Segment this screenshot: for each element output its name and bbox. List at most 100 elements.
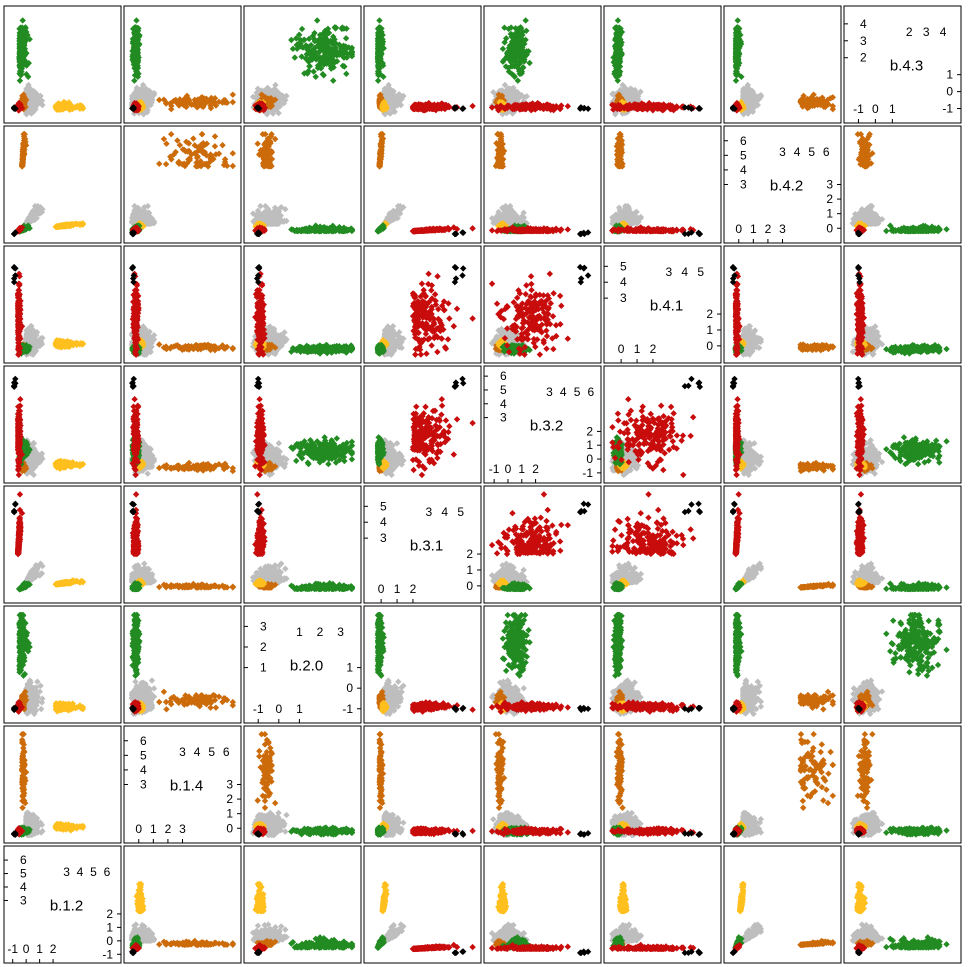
data-point (167, 100, 174, 107)
data-point (17, 31, 25, 38)
data-point (129, 25, 137, 33)
data-point (30, 107, 37, 115)
data-point (16, 77, 24, 84)
data-point (30, 104, 37, 112)
data-point (23, 91, 31, 98)
data-point (512, 29, 520, 37)
data-point (296, 31, 303, 38)
data-point (280, 100, 288, 107)
data-point (130, 93, 137, 101)
data-point (510, 52, 517, 60)
data-point (511, 73, 518, 80)
data-point (389, 88, 397, 95)
data-point (425, 104, 432, 112)
data-point (298, 53, 305, 60)
panel-r0-c3 (363, 5, 482, 124)
data-point (131, 65, 138, 72)
data-point (513, 59, 520, 66)
data-point (135, 41, 143, 49)
data-point (312, 73, 319, 80)
data-point (22, 96, 29, 103)
data-point (374, 41, 382, 49)
data-point (509, 63, 516, 70)
data-point (24, 73, 32, 80)
data-point (502, 63, 510, 70)
panel-r0-c4 (483, 5, 602, 124)
data-point (313, 52, 320, 60)
data-point (336, 50, 343, 57)
data-point (508, 31, 516, 38)
data-point (377, 51, 385, 58)
data-point (267, 103, 274, 111)
data-point (520, 94, 528, 101)
data-point (445, 102, 452, 110)
data-point (134, 103, 142, 111)
data-point (382, 91, 390, 98)
data-point (510, 40, 518, 48)
data-point (300, 36, 307, 44)
data-point (327, 65, 335, 72)
data-point (19, 59, 26, 66)
data-point (435, 102, 442, 110)
data-point (289, 45, 297, 53)
data-point (134, 97, 141, 104)
data-point (343, 54, 351, 61)
data-point (517, 55, 525, 62)
data-point (502, 91, 509, 98)
panel-points (249, 17, 356, 118)
data-point (259, 95, 267, 103)
data-point (275, 109, 282, 117)
data-point (517, 50, 524, 58)
data-point (516, 36, 523, 44)
data-point (313, 17, 321, 24)
data-point (291, 54, 299, 61)
data-point (380, 44, 387, 52)
data-point (317, 55, 325, 62)
data-point (522, 17, 529, 24)
data-point (451, 104, 459, 111)
data-point (148, 92, 156, 100)
data-point (140, 111, 147, 118)
data-point (513, 93, 521, 100)
data-point (516, 59, 524, 66)
data-point (132, 54, 140, 61)
data-point (516, 31, 523, 39)
data-point (375, 68, 382, 75)
data-point (343, 25, 350, 32)
data-point (39, 101, 46, 109)
data-point (134, 27, 142, 35)
data-point (131, 90, 138, 98)
data-point (20, 36, 27, 44)
data-point (79, 105, 87, 112)
data-point (376, 44, 384, 51)
data-point (519, 28, 526, 36)
data-point (501, 81, 509, 89)
data-point (302, 55, 310, 62)
data-point (147, 97, 154, 105)
data-point (28, 100, 35, 107)
data-point (376, 17, 383, 24)
data-point (143, 87, 150, 94)
data-point (28, 110, 35, 117)
data-point (143, 94, 150, 101)
data-point (131, 72, 139, 79)
data-point (129, 56, 136, 64)
data-point (519, 65, 526, 72)
data-point (380, 73, 387, 80)
data-point (138, 88, 146, 95)
data-point (378, 36, 385, 44)
data-point (321, 41, 328, 49)
data-point (318, 59, 325, 66)
data-point (513, 41, 520, 49)
data-point (31, 88, 38, 95)
data-point (412, 101, 420, 108)
data-point (320, 61, 328, 68)
data-point (380, 106, 387, 113)
data-point (37, 92, 44, 100)
data-point (142, 103, 150, 110)
data-point (515, 65, 522, 72)
data-point (314, 42, 322, 49)
panel-r0-c0 (3, 5, 122, 124)
data-point (271, 96, 279, 103)
panel-r0-c1 (123, 5, 242, 124)
